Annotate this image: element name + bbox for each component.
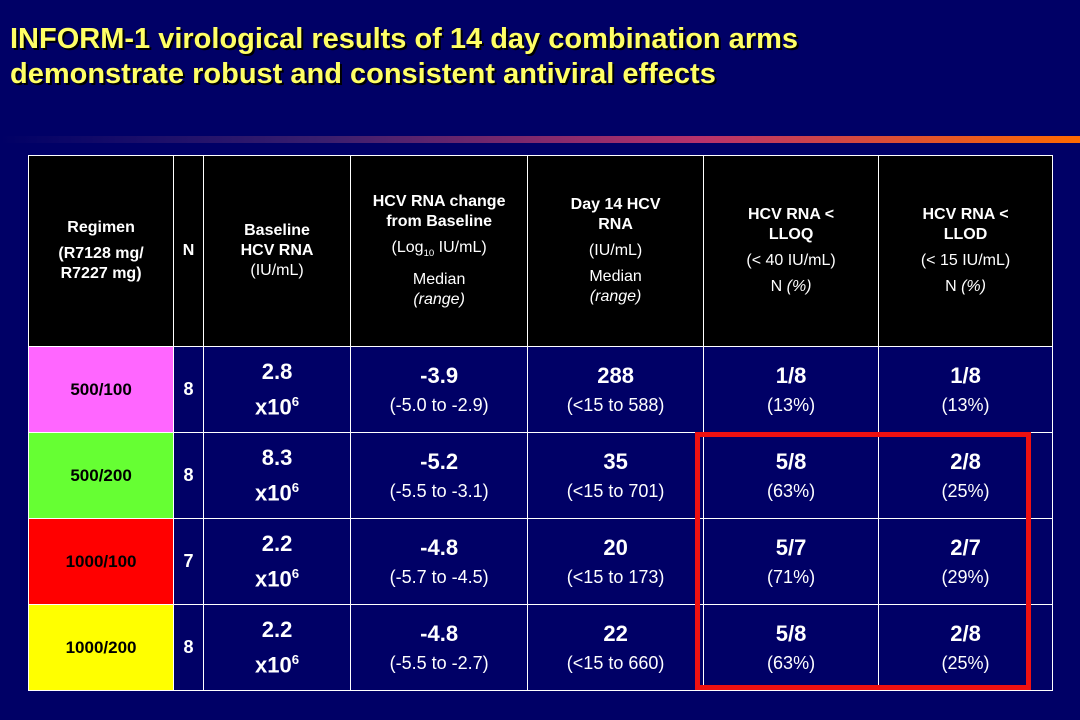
day14-cell: 288 (<15 to 588) xyxy=(527,346,705,433)
header-change: HCV RNA change from Baseline (Log10 IU/m… xyxy=(350,155,529,347)
baseline-cell: 2.2 x106 xyxy=(202,518,352,605)
n-cell: 7 xyxy=(173,518,204,605)
results-table: Regimen (R7128 mg/ R7227 mg) N Baseline … xyxy=(27,155,1053,691)
lloq-cell: 5/8 (63%) xyxy=(703,432,880,519)
n-cell: 8 xyxy=(173,346,204,433)
day14-cell: 22 (<15 to 660) xyxy=(527,604,705,691)
regimen-cell: 1000/200 xyxy=(27,604,175,691)
day14-cell: 35 (<15 to 701) xyxy=(527,432,705,519)
table-row: 1000/100 7 2.2 x106 -4.8 (-5.7 to -4.5) 20… xyxy=(27,518,1053,605)
header-regimen: Regimen (R7128 mg/ R7227 mg) xyxy=(27,155,175,347)
baseline-cell: 2.2 x106 xyxy=(202,604,352,691)
header-n: N xyxy=(173,155,204,347)
slide-title: INFORM-1 virological results of 14 day c… xyxy=(10,22,1070,92)
change-cell: -4.8 (-5.7 to -4.5) xyxy=(350,518,529,605)
slide-title-line-1: INFORM-1 virological results of 14 day c… xyxy=(10,23,799,55)
n-cell: 8 xyxy=(173,432,204,519)
header-row: Regimen (R7128 mg/ R7227 mg) N Baseline … xyxy=(27,155,1053,347)
llod-cell: 2/8 (25%) xyxy=(878,432,1053,519)
lloq-cell: 5/7 (71%) xyxy=(703,518,880,605)
baseline-cell: 2.8 x106 xyxy=(202,346,352,433)
regimen-cell: 1000/100 xyxy=(27,518,175,605)
header-llod: HCV RNA < LLOD (< 15 IU/mL) N (%) xyxy=(878,155,1053,347)
baseline-cell: 8.3 x106 xyxy=(202,432,352,519)
slide-title-line-2: demonstrate robust and consistent antivi… xyxy=(10,58,716,90)
lloq-cell: 5/8 (63%) xyxy=(703,604,880,691)
change-cell: -5.2 (-5.5 to -3.1) xyxy=(350,432,529,519)
header-day14: Day 14 HCV RNA (IU/mL) Median (range) xyxy=(527,155,705,347)
llod-cell: 2/7 (29%) xyxy=(878,518,1053,605)
llod-cell: 1/8 (13%) xyxy=(878,346,1053,433)
regimen-cell: 500/100 xyxy=(27,346,175,433)
change-cell: -4.8 (-5.5 to -2.7) xyxy=(350,604,529,691)
regimen-cell: 500/200 xyxy=(27,432,175,519)
table-row: 500/100 8 2.8 x106 -3.9 (-5.0 to -2.9) 288… xyxy=(27,346,1053,433)
llod-cell: 2/8 (25%) xyxy=(878,604,1053,691)
header-baseline: Baseline HCV RNA (IU/mL) xyxy=(202,155,352,347)
change-cell: -3.9 (-5.0 to -2.9) xyxy=(350,346,529,433)
title-divider xyxy=(0,136,1080,143)
header-lloq: HCV RNA < LLOQ (< 40 IU/mL) N (%) xyxy=(703,155,880,347)
table-row: 500/200 8 8.3 x106 -5.2 (-5.5 to -3.1) 35(… xyxy=(27,432,1053,519)
day14-cell: 20 (<15 to 173) xyxy=(527,518,705,605)
table-row: 1000/200 8 2.2 x106 -4.8 (-5.5 to -2.7) 22… xyxy=(27,604,1053,691)
lloq-cell: 1/8 (13%) xyxy=(703,346,880,433)
n-cell: 8 xyxy=(173,604,204,691)
